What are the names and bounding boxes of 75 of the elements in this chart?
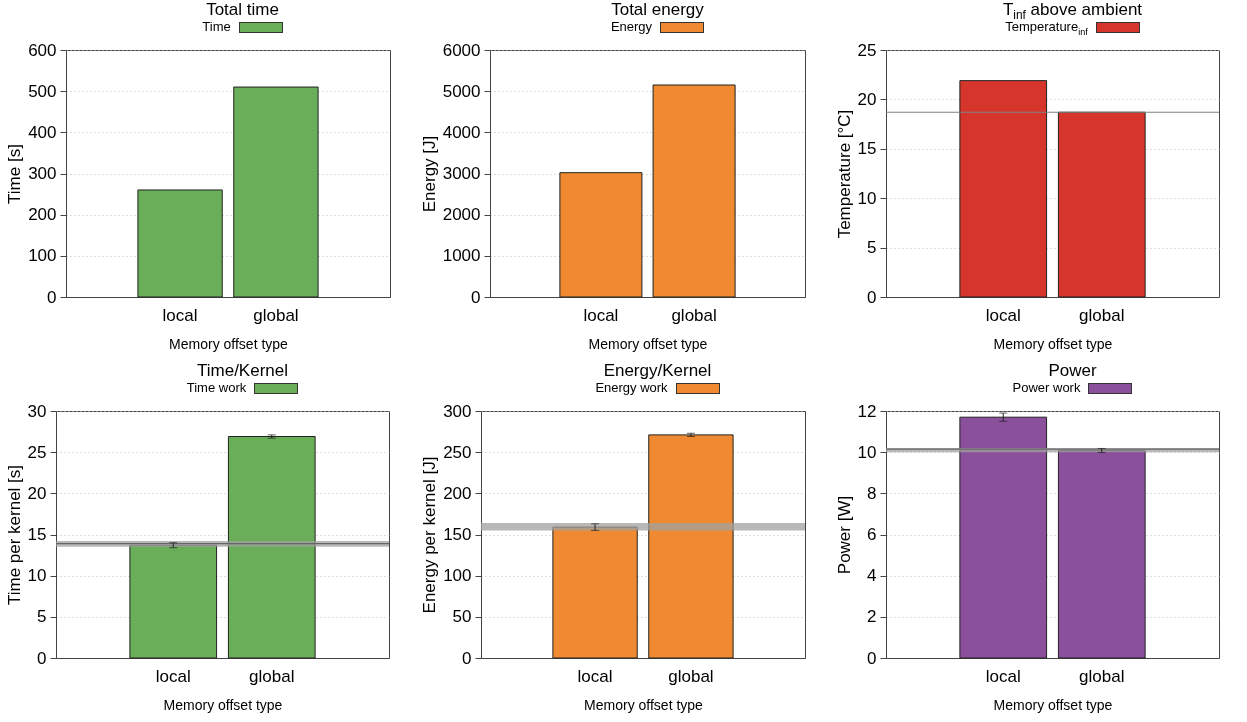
y-axis-title: Time [s] bbox=[5, 144, 25, 204]
x-axis-title: Memory offset type bbox=[588, 335, 708, 352]
chart-title: Power bbox=[1047, 361, 1098, 381]
chart-title: Total energy bbox=[610, 0, 705, 20]
y-tick-label: 2 bbox=[867, 607, 877, 627]
y-tick-label: 25 bbox=[27, 442, 47, 462]
x-tick-label: local bbox=[155, 666, 191, 686]
y-tick-label: 20 bbox=[27, 483, 47, 503]
x-tick-label: global bbox=[668, 666, 714, 686]
y-tick-label: 400 bbox=[28, 122, 57, 142]
y-tick-label: 20 bbox=[857, 89, 877, 109]
x-tick-label: local bbox=[577, 666, 613, 686]
y-tick-label: 300 bbox=[28, 164, 57, 183]
y-tick-label: 6 bbox=[867, 525, 877, 544]
chart-title: Energy/Kernel bbox=[602, 361, 713, 381]
y-tick-label: 30 bbox=[27, 401, 47, 421]
y-tick-label: 15 bbox=[857, 139, 877, 159]
x-tick-label: global bbox=[671, 305, 717, 325]
legend-label: Time work bbox=[186, 380, 247, 395]
y-tick-label: 5 bbox=[37, 607, 47, 627]
x-tick-label: global bbox=[1079, 305, 1125, 325]
x-tick-label: local bbox=[985, 666, 1021, 686]
y-tick-label: 600 bbox=[28, 40, 57, 60]
y-tick-label: 4000 bbox=[442, 122, 481, 142]
x-tick-label: global bbox=[253, 305, 299, 325]
y-tick-label: 0 bbox=[47, 287, 57, 307]
y-tick-label: 3000 bbox=[442, 164, 481, 183]
y-tick-label: 15 bbox=[27, 525, 47, 544]
x-tick-label: local bbox=[985, 305, 1021, 325]
y-axis-title: Energy [J] bbox=[419, 135, 439, 213]
y-axis-title: Time per kernel [s] bbox=[4, 464, 24, 606]
chart-title: Time/Kernel bbox=[196, 361, 289, 381]
y-tick-label: 6000 bbox=[442, 40, 481, 60]
y-tick-label: 0 bbox=[37, 648, 47, 668]
legend-label: Energy work bbox=[595, 380, 668, 395]
y-tick-label: 200 bbox=[28, 205, 57, 225]
y-tick-label: 10 bbox=[857, 188, 877, 208]
x-axis-title: Memory offset type bbox=[993, 696, 1113, 713]
x-axis-title: Memory offset type bbox=[169, 335, 289, 352]
x-axis-title: Memory offset type bbox=[163, 696, 283, 713]
y-tick-label: 150 bbox=[443, 525, 472, 544]
y-tick-label: 0 bbox=[462, 648, 472, 668]
y-tick-label: 1000 bbox=[442, 246, 481, 266]
y-tick-label: 0 bbox=[867, 287, 877, 307]
y-tick-label: 50 bbox=[452, 607, 472, 627]
y-tick-label: 25 bbox=[857, 40, 877, 60]
y-tick-label: 4 bbox=[867, 566, 877, 586]
chart-title: Total time bbox=[205, 0, 280, 20]
y-tick-label: 12 bbox=[857, 401, 877, 421]
y-tick-label: 100 bbox=[28, 246, 57, 266]
y-tick-label: 5 bbox=[867, 238, 877, 258]
x-tick-label: global bbox=[1079, 666, 1125, 686]
y-axis-title: Energy per kernel [J] bbox=[420, 456, 440, 614]
y-tick-label: 0 bbox=[867, 648, 877, 668]
y-tick-label: 10 bbox=[27, 566, 47, 586]
y-tick-label: 200 bbox=[443, 483, 472, 503]
legend-label: Energy bbox=[610, 19, 653, 34]
x-tick-label: local bbox=[162, 305, 198, 325]
y-axis-title: Temperature [°C] bbox=[834, 109, 854, 239]
y-tick-label: 2000 bbox=[442, 205, 481, 225]
x-tick-label: local bbox=[583, 305, 619, 325]
legend-label: Time bbox=[202, 19, 231, 34]
y-tick-label: 500 bbox=[28, 81, 57, 101]
legend-label: Power work bbox=[1012, 380, 1081, 395]
x-axis-title: Memory offset type bbox=[993, 335, 1113, 352]
y-tick-label: 100 bbox=[443, 566, 472, 586]
y-tick-label: 10 bbox=[857, 442, 877, 462]
y-tick-label: 0 bbox=[471, 287, 481, 307]
x-tick-label: global bbox=[249, 666, 295, 686]
y-axis-title: Power [W] bbox=[834, 495, 854, 575]
x-axis-title: Memory offset type bbox=[584, 696, 704, 713]
y-tick-label: 5000 bbox=[442, 81, 481, 101]
y-tick-label: 250 bbox=[443, 442, 472, 462]
y-tick-label: 8 bbox=[867, 483, 877, 503]
y-tick-label: 300 bbox=[443, 401, 472, 421]
